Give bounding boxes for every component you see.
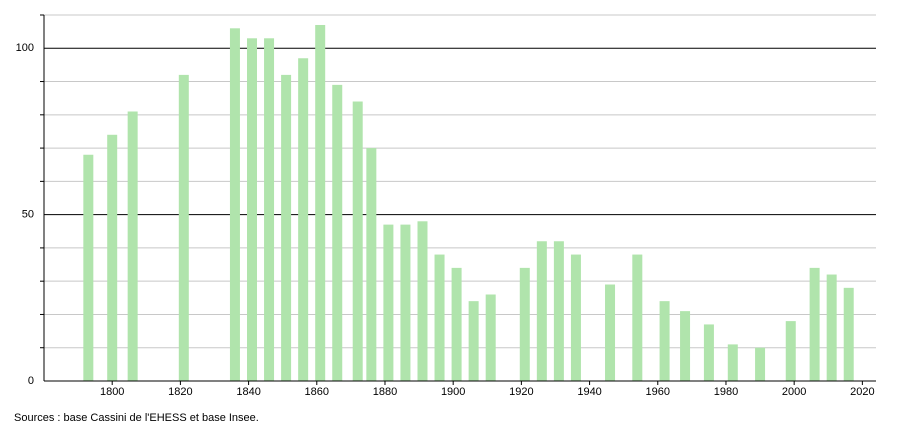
bar [843,287,854,381]
bar [178,74,189,382]
bar [703,324,714,381]
bar [383,224,394,381]
bar [659,301,670,381]
y-tick-label: 50 [22,209,34,221]
x-tick-label: 1880 [373,386,397,398]
bar [229,28,240,382]
bar [536,241,547,381]
x-tick-label: 1840 [236,386,260,398]
x-tick-label: 1820 [168,386,192,398]
bar [553,241,564,381]
x-tick-label: 1980 [714,386,738,398]
bar [107,134,118,381]
bar [281,74,292,382]
bar [809,267,820,381]
x-tick-label: 2020 [850,386,874,398]
bar [755,347,766,381]
x-tick-label: 1900 [441,386,465,398]
bar [632,254,643,381]
y-tick-label: 0 [28,375,34,387]
bar [468,301,479,381]
bar [264,38,275,382]
x-tick-label: 1860 [305,386,329,398]
bar [352,101,363,381]
source-note: Sources : base Cassini de l'EHESS et bas… [14,412,259,424]
bar [519,267,530,381]
bar [400,224,411,381]
bar [485,294,496,381]
x-tick-label: 1800 [100,386,124,398]
x-tick-label: 2000 [782,386,806,398]
bar [315,24,326,382]
bar [680,311,691,381]
bar [83,154,94,381]
bar [605,284,616,381]
bar [298,58,309,381]
bar [570,254,581,381]
bar [826,274,837,381]
x-tick-label: 1960 [646,386,670,398]
bar [785,321,796,381]
bar [434,254,445,381]
bar [727,344,738,381]
bar [332,84,343,381]
bar [451,267,462,381]
x-tick-label: 1920 [509,386,533,398]
x-tick-label: 1940 [577,386,601,398]
bar [417,221,428,381]
bar [366,148,377,381]
y-tick-label: 100 [16,42,34,54]
bar [247,38,257,382]
bar [127,111,138,381]
